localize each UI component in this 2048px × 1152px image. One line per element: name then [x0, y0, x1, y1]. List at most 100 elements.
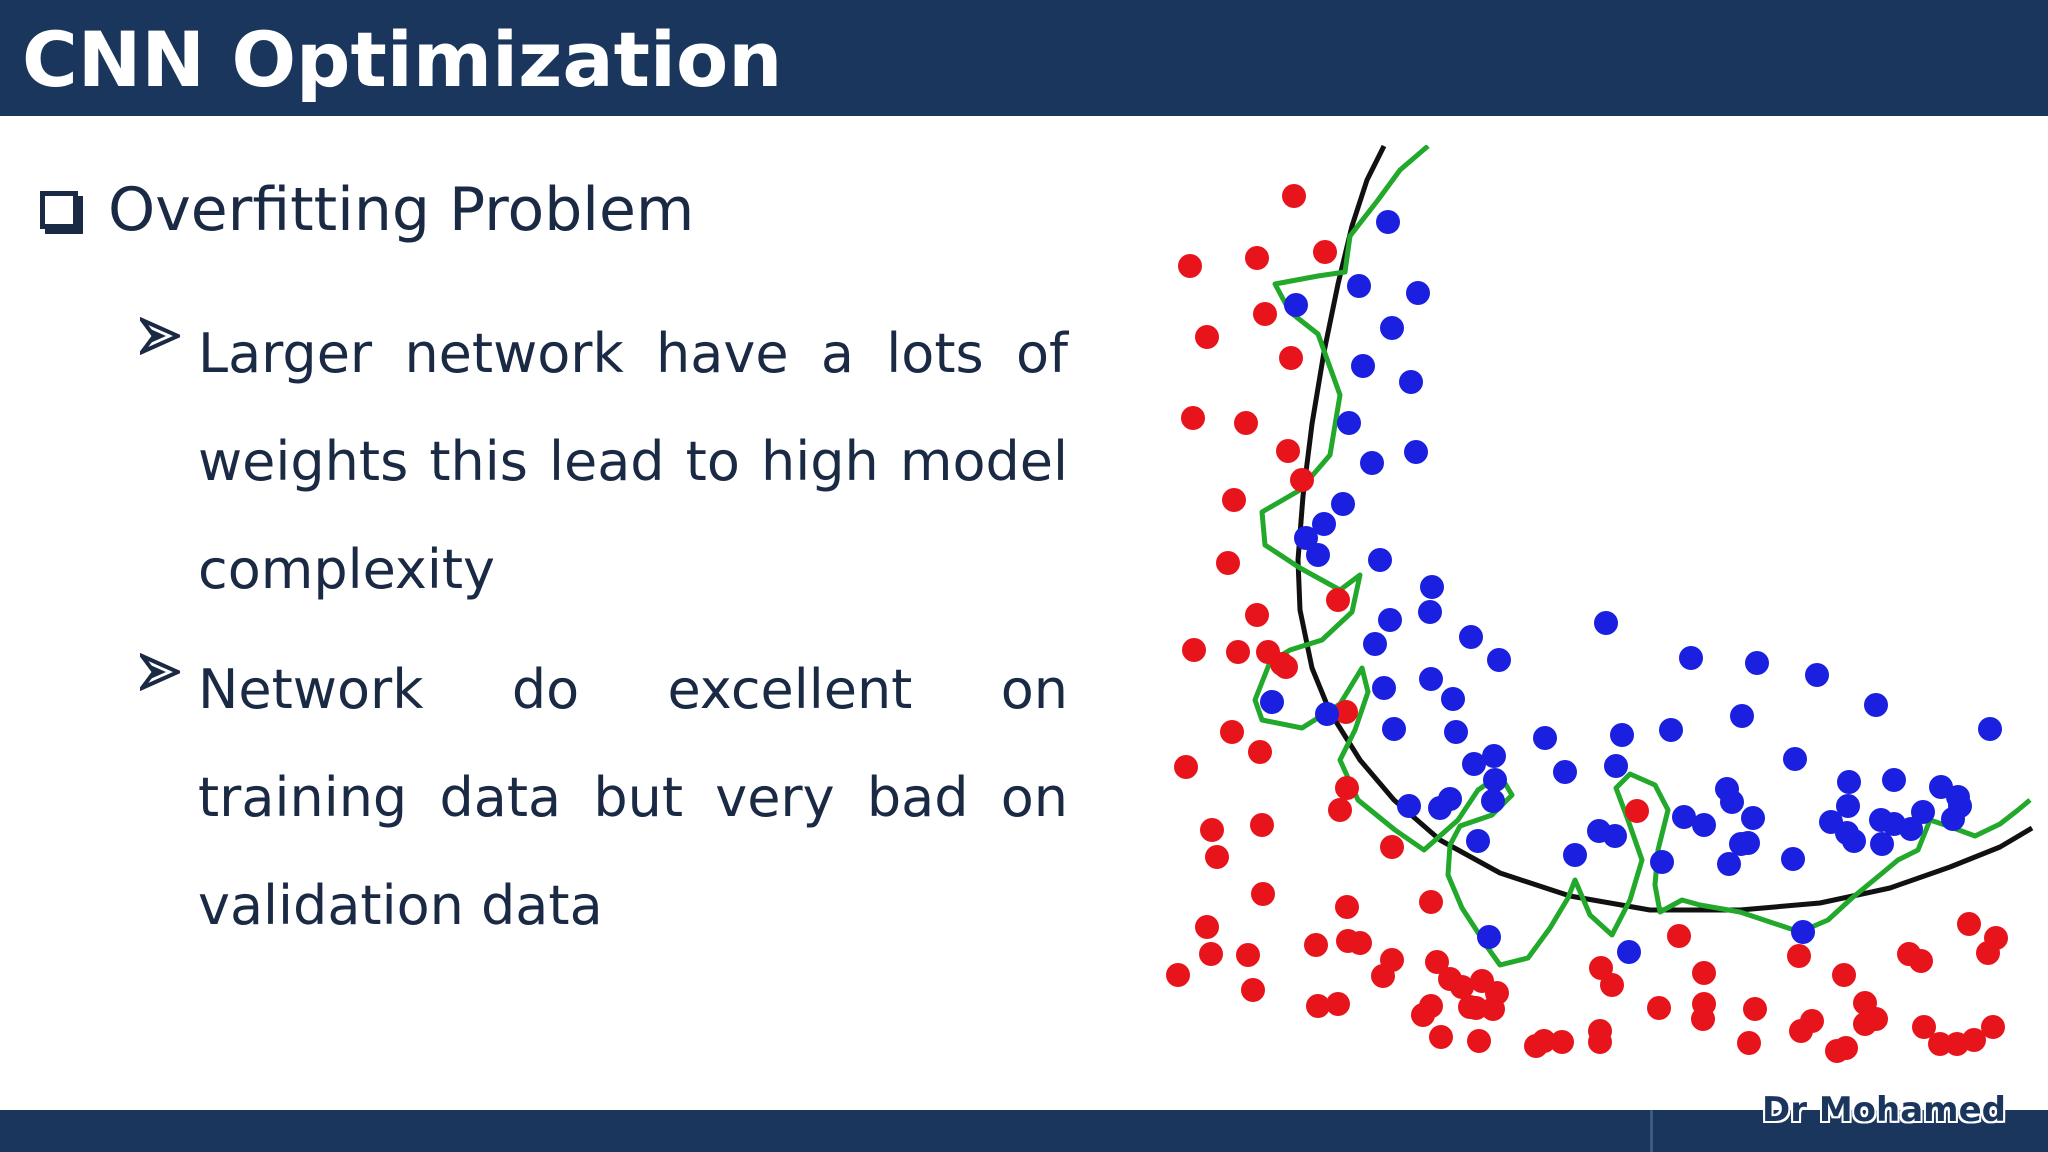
red-point: [1195, 325, 1219, 349]
red-point: [1335, 895, 1359, 919]
red-point: [1226, 640, 1250, 664]
blue-point: [1351, 354, 1375, 378]
red-point: [1253, 302, 1277, 326]
arrow-icon: [140, 652, 180, 692]
red-point: [1276, 439, 1300, 463]
red-point: [1234, 411, 1258, 435]
red-point: [1250, 813, 1274, 837]
scatter-plot: [1166, 145, 2034, 1063]
blue-point: [1477, 925, 1501, 949]
heading: Overfitting Problem: [40, 170, 694, 250]
red-point: [1834, 1036, 1858, 1060]
red-point: [1789, 1019, 1813, 1043]
blue-point: [1360, 451, 1384, 475]
overfit-decision-boundary: [1252, 145, 2032, 968]
blue-point: [1553, 760, 1577, 784]
blue-point: [1594, 611, 1618, 635]
blue-point: [1404, 440, 1428, 464]
red-point: [1348, 931, 1372, 955]
blue-point: [1315, 702, 1339, 726]
blue-point: [1312, 512, 1336, 536]
blue-point: [1419, 667, 1443, 691]
blue-point: [1420, 575, 1444, 599]
red-point: [1220, 720, 1244, 744]
red-point: [1216, 551, 1240, 575]
red-point: [1647, 996, 1671, 1020]
red-point: [1290, 468, 1314, 492]
blue-point: [1481, 789, 1505, 813]
blue-point: [1603, 824, 1627, 848]
blue-point: [1617, 940, 1641, 964]
red-point: [1464, 996, 1488, 1020]
red-point: [1425, 950, 1449, 974]
blue-point: [1805, 663, 1829, 687]
red-point: [1787, 944, 1811, 968]
red-point: [1467, 1029, 1491, 1053]
red-point: [1335, 776, 1359, 800]
red-point: [1182, 638, 1206, 662]
red-point: [1334, 700, 1358, 724]
heading-text: Overfitting Problem: [108, 175, 695, 245]
red-point: [1532, 1029, 1556, 1053]
blue-point: [1441, 687, 1465, 711]
red-point: [1313, 240, 1337, 264]
blue-point: [1791, 920, 1815, 944]
red-point: [1429, 1025, 1453, 1049]
blue-point: [1406, 281, 1430, 305]
red-point: [1241, 978, 1265, 1002]
red-point: [1236, 943, 1260, 967]
blue-point: [1483, 768, 1507, 792]
blue-point: [1418, 600, 1442, 624]
red-point: [1199, 942, 1223, 966]
red-point: [1328, 798, 1352, 822]
blue-point: [1376, 210, 1400, 234]
red-point: [1174, 755, 1198, 779]
red-point: [1589, 956, 1613, 980]
slide-title: CNN Optimization: [22, 15, 783, 104]
red-point: [1274, 655, 1298, 679]
blue-point: [1720, 790, 1744, 814]
bullet-text-2: Network do excellent on training data bu…: [198, 658, 1068, 937]
blue-point: [1533, 726, 1557, 750]
red-point: [1306, 994, 1330, 1018]
blue-point: [1380, 316, 1404, 340]
blue-point: [1397, 794, 1421, 818]
red-point: [1945, 1032, 1969, 1056]
smooth-decision-boundary: [1295, 145, 2034, 913]
blue-point: [1842, 829, 1866, 853]
footer-divider: [1650, 1110, 1653, 1152]
red-point: [1419, 890, 1443, 914]
arrow-icon: [140, 316, 180, 356]
red-point: [1928, 1032, 1952, 1056]
blue-point: [1783, 747, 1807, 771]
blue-point: [1745, 651, 1769, 675]
red-point: [1326, 588, 1350, 612]
title-bar: CNN Optimization: [0, 0, 2048, 116]
blue-point: [1899, 817, 1923, 841]
red-point: [1222, 488, 1246, 512]
blue-point: [1347, 274, 1371, 298]
red-point: [1691, 1007, 1715, 1031]
red-point: [1625, 799, 1649, 823]
red-point: [1981, 1015, 2005, 1039]
blue-point: [1459, 625, 1483, 649]
blue-point: [1399, 370, 1423, 394]
blue-point: [1672, 805, 1696, 829]
blue-point: [1482, 744, 1506, 768]
blue-point: [1382, 717, 1406, 741]
blue-point: [1659, 718, 1683, 742]
blue-point: [1882, 768, 1906, 792]
red-point: [1864, 1007, 1888, 1031]
blue-point: [1717, 852, 1741, 876]
red-point: [1419, 994, 1443, 1018]
red-point: [1245, 603, 1269, 627]
blue-point: [1331, 492, 1355, 516]
red-point: [1743, 997, 1767, 1021]
red-point: [1912, 1015, 1936, 1039]
blue-point: [1462, 752, 1486, 776]
red-point: [1737, 1031, 1761, 1055]
overfitting-figure: [1142, 145, 2034, 1095]
blue-point: [1836, 794, 1860, 818]
blue-point: [1563, 843, 1587, 867]
blue-point: [1363, 632, 1387, 656]
